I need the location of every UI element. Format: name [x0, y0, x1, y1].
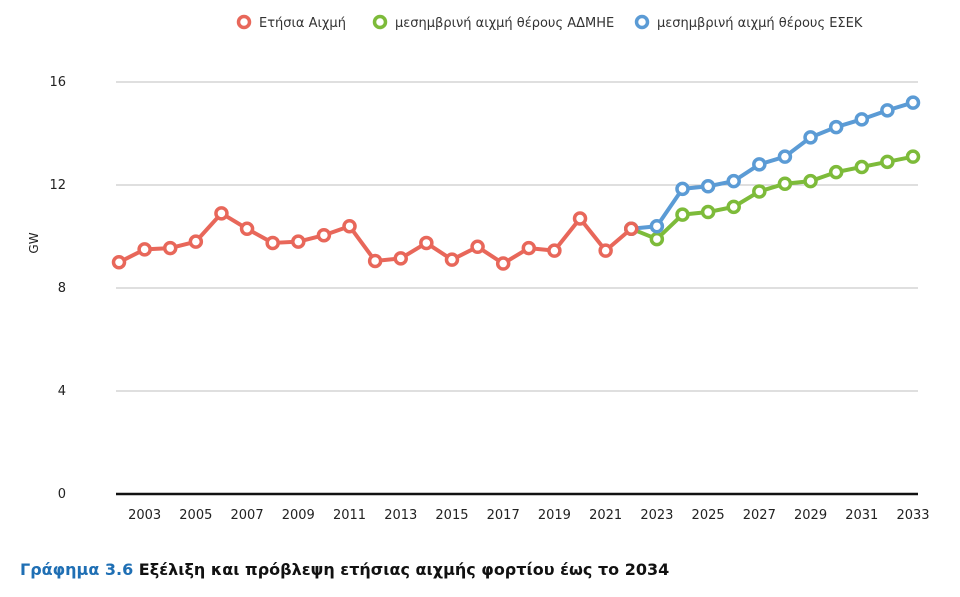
- data-point: [470, 239, 485, 255]
- data-point: [393, 251, 408, 266]
- data-point: [777, 176, 793, 191]
- x-tick-label: 2029: [794, 508, 827, 523]
- y-tick-label: 8: [58, 281, 66, 296]
- x-tick-label: 2009: [282, 508, 315, 523]
- data-point: [265, 235, 280, 251]
- data-point: [495, 256, 511, 271]
- data-point: [726, 199, 741, 215]
- x-tick-label: 2033: [896, 508, 929, 523]
- data-point: [828, 119, 844, 135]
- y-axis-label: GW: [27, 232, 41, 253]
- data-point: [700, 204, 716, 220]
- x-tick-label: 2021: [589, 508, 622, 523]
- chart-series: [111, 95, 921, 271]
- legend-label: Ετήσια Αιχμή: [259, 16, 346, 31]
- data-point: [598, 243, 613, 258]
- data-point: [239, 221, 255, 237]
- data-point: [675, 207, 690, 222]
- x-tick-label: 2015: [435, 508, 468, 523]
- data-point: [214, 206, 229, 221]
- data-point: [111, 255, 127, 270]
- data-point: [752, 184, 767, 199]
- caption-number: Γράφημα 3.6: [20, 560, 134, 579]
- data-point: [880, 154, 895, 170]
- data-point: [700, 179, 716, 194]
- data-point: [880, 103, 895, 118]
- legend-item: μεσημβρινή αιχμή θέρους ΕΣΕΚ: [634, 14, 863, 31]
- data-point: [547, 243, 562, 258]
- x-axis-ticks: 2003 2005 2007 2009 2011 2013 2015 2017 2019 2021…: [128, 508, 929, 523]
- data-point: [803, 173, 818, 189]
- legend-label: μεσημβρινή αιχμή θέρους ΑΔΜΗΕ: [395, 16, 614, 31]
- data-point: [752, 157, 767, 172]
- data-point: [316, 227, 332, 243]
- x-tick-label: 2019: [538, 508, 571, 523]
- series-line: [629, 154, 915, 242]
- data-point: [649, 231, 665, 247]
- data-point: [828, 164, 844, 180]
- data-point: [854, 159, 870, 175]
- caption-text: Εξέλιξη και πρόβλεψη ετήσιας αιχμής φορτ…: [133, 560, 670, 579]
- x-tick-label: 2023: [640, 508, 673, 523]
- figure-caption: Γράφημα 3.6 Εξέλιξη και πρόβλεψη ετήσιας…: [20, 560, 669, 579]
- data-point: [854, 112, 870, 127]
- chart-gridlines: [116, 81, 918, 496]
- x-tick-label: 2011: [333, 508, 366, 523]
- y-tick-label: 12: [49, 178, 66, 193]
- x-tick-label: 2025: [692, 508, 725, 523]
- data-point: [777, 149, 793, 164]
- data-point: [905, 95, 921, 110]
- y-tick-label: 16: [49, 75, 66, 90]
- data-point: [726, 173, 741, 189]
- legend-item: Ετήσια Αιχμή: [236, 14, 346, 31]
- data-point: [624, 221, 639, 237]
- x-tick-label: 2027: [743, 508, 776, 523]
- x-tick-label: 2017: [487, 508, 520, 523]
- series-0: [111, 206, 639, 271]
- line-chart: Ετήσια Αιχμή μεσημβρινή αιχμή θέρους ΑΔΜΗ…: [27, 14, 930, 523]
- y-axis-ticks: 0 4 8 12 16: [49, 75, 66, 502]
- data-point: [649, 218, 665, 234]
- y-tick-label: 4: [58, 384, 66, 399]
- data-point: [137, 242, 152, 257]
- chart-legend: Ετήσια Αιχμή μεσημβρινή αιχμή θέρους ΑΔΜΗ…: [236, 14, 863, 31]
- data-point: [419, 235, 434, 251]
- legend-label: μεσημβρινή αιχμή θέρους ΕΣΕΚ: [657, 16, 863, 31]
- x-tick-label: 2003: [128, 508, 161, 523]
- data-point: [803, 130, 818, 145]
- legend-marker: [634, 14, 650, 30]
- data-point: [367, 253, 383, 269]
- data-point: [162, 240, 178, 256]
- series-1: [624, 149, 921, 247]
- legend-item: μεσημβρινή αιχμή θέρους ΑΔΜΗΕ: [372, 14, 614, 31]
- x-tick-label: 2005: [179, 508, 212, 523]
- data-point: [572, 211, 588, 226]
- data-point: [291, 234, 306, 249]
- y-tick-label: 0: [58, 487, 66, 502]
- x-tick-label: 2031: [845, 508, 878, 523]
- data-point: [521, 240, 537, 256]
- x-tick-label: 2007: [231, 508, 264, 523]
- data-point: [905, 149, 921, 164]
- legend-marker: [236, 14, 252, 30]
- data-point: [444, 252, 460, 267]
- x-tick-label: 2013: [384, 508, 417, 523]
- data-point: [675, 181, 690, 197]
- data-point: [188, 234, 204, 249]
- legend-marker: [372, 14, 388, 30]
- data-point: [342, 218, 357, 234]
